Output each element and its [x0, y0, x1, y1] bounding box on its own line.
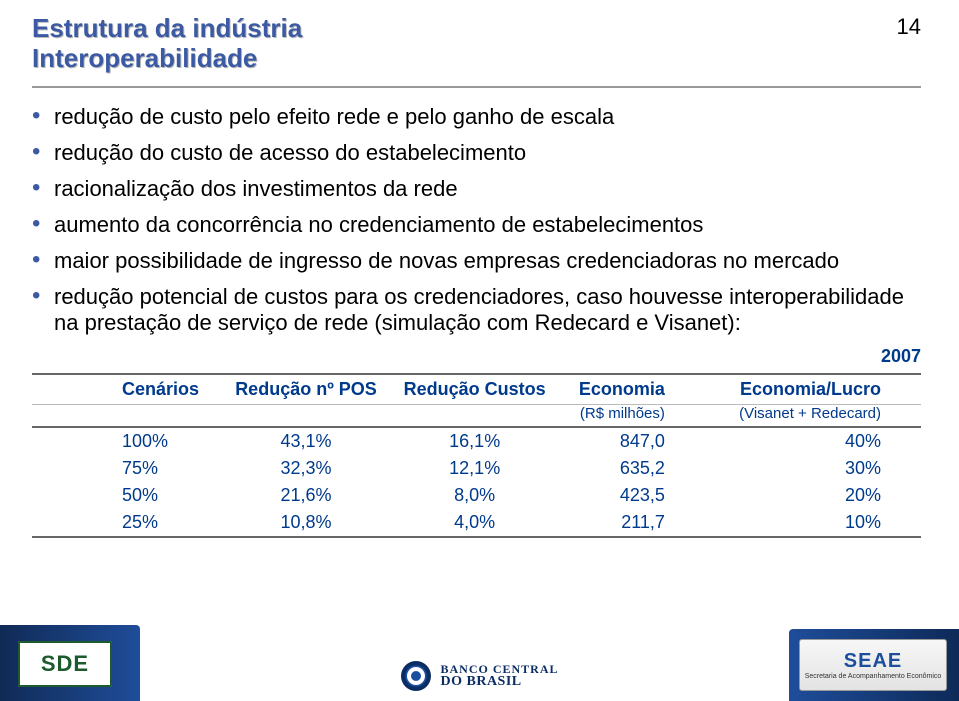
bullet-item: racionalização dos investimentos da rede — [32, 176, 921, 202]
bullet-item: aumento da concorrência no credenciament… — [32, 212, 921, 238]
cell: 30% — [715, 455, 921, 482]
bcb-logo-text: BANCO CENTRAL DO BRASIL — [440, 663, 558, 689]
bullet-list: redução de custo pelo efeito rede e pelo… — [32, 104, 921, 336]
table-year: 2007 — [32, 346, 921, 367]
cell: 43,1% — [222, 427, 390, 455]
header-line-1: Estrutura da indústria — [32, 14, 302, 44]
cell: 4,0% — [390, 509, 559, 537]
slide-header: Estrutura da indústria Interoperabilidad… — [32, 14, 302, 74]
cell: 211,7 — [559, 509, 715, 537]
bullet-item: redução de custo pelo efeito rede e pelo… — [32, 104, 921, 130]
cell: 635,2 — [559, 455, 715, 482]
cell: 25% — [32, 509, 222, 537]
col-reducao-pos: Redução nº POS — [222, 374, 390, 405]
sde-logo: SDE — [18, 641, 112, 687]
cell: 10% — [715, 509, 921, 537]
cell: 21,6% — [222, 482, 390, 509]
sde-logo-text: SDE — [41, 651, 89, 677]
cell: 8,0% — [390, 482, 559, 509]
table-header-row: Cenários Redução nº POS Redução Custos E… — [32, 374, 921, 405]
subcol-2 — [390, 404, 559, 427]
cell: 40% — [715, 427, 921, 455]
subcol-4: (Visanet + Redecard) — [715, 404, 921, 427]
cell: 847,0 — [559, 427, 715, 455]
table-row: 75% 32,3% 12,1% 635,2 30% — [32, 455, 921, 482]
cell: 12,1% — [390, 455, 559, 482]
cell: 75% — [32, 455, 222, 482]
table-row: 100% 43,1% 16,1% 847,0 40% — [32, 427, 921, 455]
cell: 423,5 — [559, 482, 715, 509]
scenarios-table: Cenários Redução nº POS Redução Custos E… — [32, 373, 921, 538]
table-row: 25% 10,8% 4,0% 211,7 10% — [32, 509, 921, 537]
cell: 100% — [32, 427, 222, 455]
page-number: 14 — [897, 14, 921, 40]
bullet-item: redução potencial de custos para os cred… — [32, 284, 921, 336]
bcb-line2: DO BRASIL — [440, 675, 558, 689]
cell: 10,8% — [222, 509, 390, 537]
cell: 16,1% — [390, 427, 559, 455]
cell: 32,3% — [222, 455, 390, 482]
cell: 20% — [715, 482, 921, 509]
col-cenarios: Cenários — [32, 374, 222, 405]
bullet-item: redução do custo de acesso do estabeleci… — [32, 140, 921, 166]
header-line-2: Interoperabilidade — [32, 44, 302, 74]
col-reducao-custos: Redução Custos — [390, 374, 559, 405]
footer: SDE BANCO CENTRAL DO BRASIL SEAE Secreta… — [0, 613, 959, 701]
seae-logo: SEAE Secretaria de Acompanhamento Econôm… — [799, 639, 947, 691]
col-economia-lucro: Economia/Lucro — [715, 374, 921, 405]
subcol-1 — [222, 404, 390, 427]
seae-subtitle: Secretaria de Acompanhamento Econômico — [805, 673, 942, 680]
content-area: redução de custo pelo efeito rede e pelo… — [32, 104, 921, 538]
bcb-logo-block: BANCO CENTRAL DO BRASIL — [400, 661, 558, 691]
cell: 50% — [32, 482, 222, 509]
col-economia: Economia — [559, 374, 715, 405]
subcol-0 — [32, 404, 222, 427]
table-subheader-row: (R$ milhões) (Visanet + Redecard) — [32, 404, 921, 427]
header-divider — [32, 86, 921, 88]
bullet-item: maior possibilidade de ingresso de novas… — [32, 248, 921, 274]
table-row: 50% 21,6% 8,0% 423,5 20% — [32, 482, 921, 509]
bcb-logo-icon — [400, 661, 430, 691]
subcol-3: (R$ milhões) — [559, 404, 715, 427]
seae-title: SEAE — [844, 650, 902, 673]
